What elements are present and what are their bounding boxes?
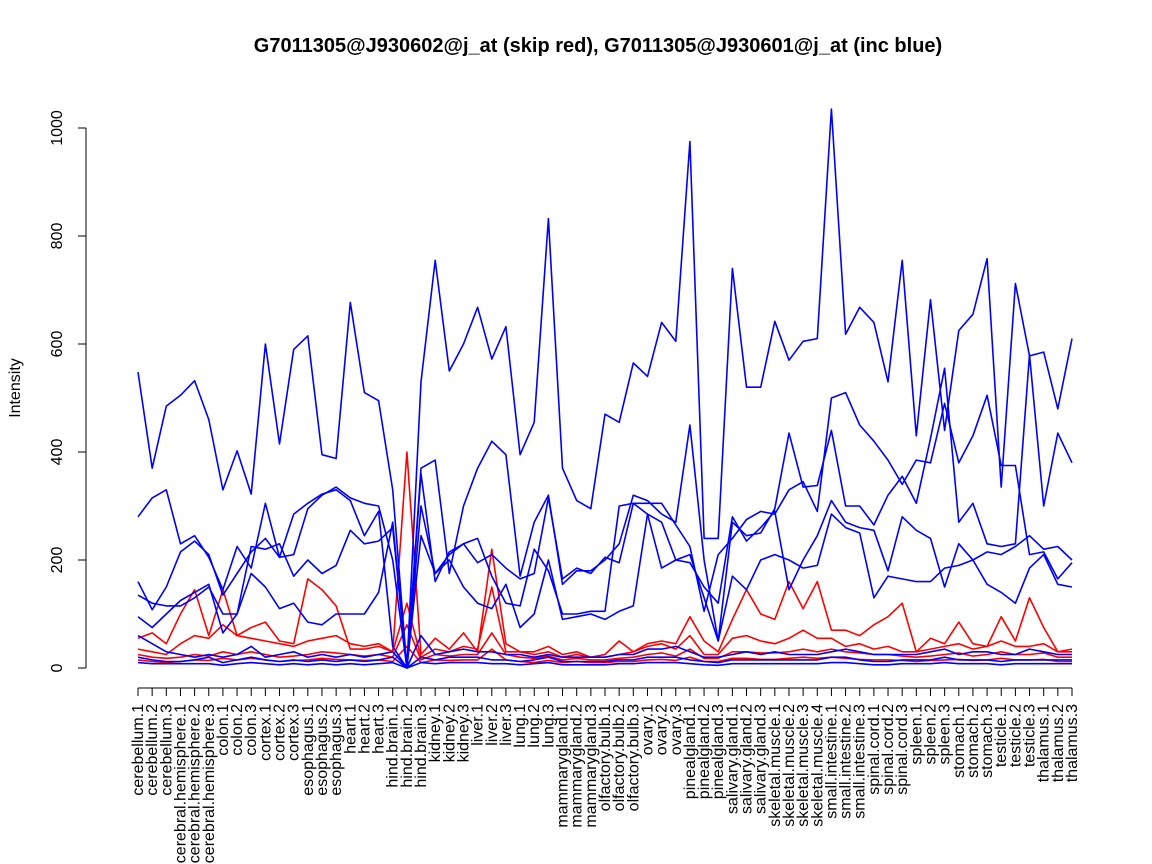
x-tick-label: ovary.3 [668, 704, 685, 755]
x-tick-label: hind.brain.2 [399, 704, 416, 788]
y-tick-label: 1000 [49, 110, 66, 146]
x-tick-label: small.intestine.1 [823, 704, 840, 819]
series-line-blue-5 [137, 513, 1073, 669]
x-tick-label: colon.3 [243, 704, 260, 756]
x-tick-label: stomach.2 [965, 704, 982, 778]
x-axis: cerebellum.1cerebellum.2cerebellum.3cere… [130, 687, 1081, 863]
x-tick-label: cortex.2 [272, 704, 289, 761]
x-tick-label: skeletal.muscle.3 [795, 704, 812, 827]
x-tick-label: spinal.cord.2 [880, 704, 897, 795]
x-tick-label: skeletal.muscle.2 [781, 704, 798, 827]
series-line-blue-3 [137, 391, 1073, 669]
x-tick-label: colon.1 [215, 704, 232, 756]
x-tick-label: lung.1 [512, 704, 529, 748]
series-line-blue-2 [137, 353, 1073, 669]
series-line-red-3 [137, 623, 1072, 661]
x-tick-label: thalamus.1 [1036, 704, 1053, 782]
x-tick-label: liver.3 [498, 704, 515, 746]
series-layer [137, 108, 1073, 669]
x-tick-label: skeletal.muscle.1 [767, 704, 784, 827]
x-tick-label: heart.3 [371, 704, 388, 754]
x-tick-label: stomach.3 [979, 704, 996, 778]
x-tick-label: spinal.cord.3 [894, 704, 911, 795]
x-tick-label: esophagus.1 [300, 704, 317, 796]
x-tick-label: mammarygland.2 [569, 704, 586, 828]
x-tick-label: cerebral.hemisphere.2 [187, 704, 204, 863]
x-tick-label: salivary.gland.3 [753, 704, 770, 814]
y-tick-label: 600 [49, 331, 66, 358]
series-line-blue-8 [137, 661, 1072, 669]
x-tick-label: colon.2 [229, 704, 246, 756]
series-line-blue-4 [137, 472, 1073, 669]
x-tick-label: kidney.2 [441, 704, 458, 763]
x-tick-label: thalamus.2 [1050, 704, 1067, 782]
x-tick-label: small.intestine.3 [852, 704, 869, 819]
y-tick-label: 200 [49, 547, 66, 574]
x-tick-label: salivary.gland.2 [739, 704, 756, 814]
series-line-blue-7 [137, 656, 1072, 669]
x-tick-label: cortex.3 [286, 704, 303, 761]
series-line-blue-6 [137, 634, 1072, 669]
chart-title: G7011305@J930602@j_at (skip red), G70113… [254, 35, 942, 57]
x-tick-label: spleen.3 [937, 704, 954, 765]
x-tick-label: cerebral.hemisphere.3 [201, 704, 218, 863]
x-tick-label: mammarygland.3 [583, 704, 600, 828]
x-tick-label: mammarygland.1 [555, 704, 572, 828]
y-tick-label: 0 [49, 663, 66, 672]
x-tick-label: thalamus.3 [1064, 704, 1081, 782]
y-axis-label: Intensity [7, 358, 24, 418]
x-tick-label: testicle.1 [993, 704, 1010, 767]
x-tick-label: cerebellum.1 [130, 704, 147, 796]
x-tick-label: heart.2 [356, 704, 373, 754]
series-line-blue-1 [137, 108, 1073, 669]
x-tick-label: esophagus.3 [328, 704, 345, 796]
x-tick-label: ovary.1 [639, 704, 656, 755]
x-tick-label: hind.brain.3 [413, 704, 430, 788]
x-tick-label: heart.1 [342, 704, 359, 754]
x-tick-label: lung.2 [526, 704, 543, 748]
x-tick-label: olfactory.bulb.3 [625, 704, 642, 811]
x-tick-label: pinealgland.3 [710, 704, 727, 799]
y-tick-label: 800 [49, 223, 66, 250]
x-tick-label: kidney.1 [427, 704, 444, 763]
x-tick-label: testicle.2 [1007, 704, 1024, 767]
x-tick-label: salivary.gland.1 [724, 704, 741, 814]
x-tick-label: skeletal.muscle.4 [809, 704, 826, 827]
x-tick-label: stomach.1 [951, 704, 968, 778]
x-tick-label: lung.3 [540, 704, 557, 748]
x-tick-label: spleen.1 [908, 704, 925, 765]
x-tick-label: cerebral.hemisphere.1 [172, 704, 189, 863]
y-tick-label: 400 [49, 439, 66, 466]
x-tick-label: spinal.cord.1 [866, 704, 883, 795]
x-tick-label: cortex.1 [257, 704, 274, 761]
x-tick-label: olfactory.bulb.2 [611, 704, 628, 811]
x-tick-label: spleen.2 [922, 704, 939, 765]
x-tick-label: cerebellum.2 [144, 704, 161, 796]
x-tick-label: hind.brain.1 [385, 704, 402, 788]
x-tick-label: pinealgland.1 [682, 704, 699, 799]
x-tick-label: pinealgland.2 [696, 704, 713, 799]
x-tick-label: ovary.2 [654, 704, 671, 755]
x-tick-label: liver.2 [484, 704, 501, 746]
y-axis: 0 200 400 600 800 1000 [49, 110, 87, 672]
x-tick-label: liver.1 [470, 704, 487, 746]
x-tick-label: testicle.3 [1022, 704, 1039, 767]
x-tick-label: olfactory.bulb.1 [597, 704, 614, 811]
x-tick-label: cerebellum.3 [158, 704, 175, 796]
x-tick-label: small.intestine.2 [838, 704, 855, 819]
x-tick-label: esophagus.2 [314, 704, 331, 796]
x-tick-label: kidney.3 [455, 704, 472, 763]
